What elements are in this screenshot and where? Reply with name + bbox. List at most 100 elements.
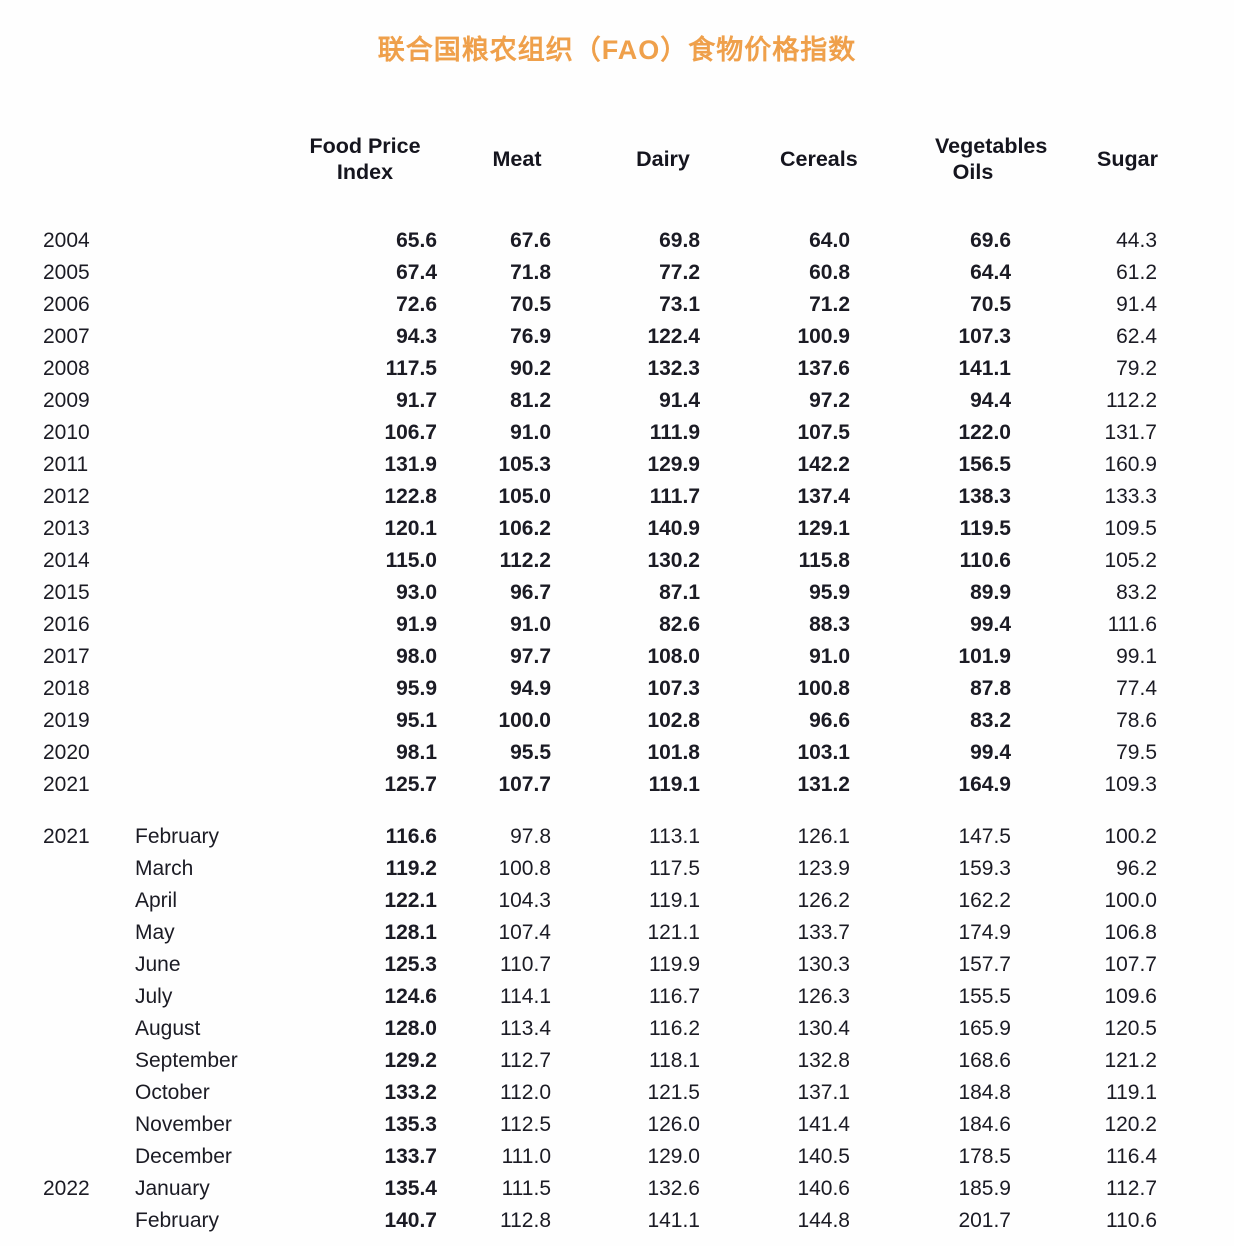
value-cell-dairy: 77.2 bbox=[659, 261, 700, 284]
fao-price-table: Food Price Index Meat Dairy Cereals Vege… bbox=[0, 133, 1234, 1237]
value-cell-vegoils: 141.1 bbox=[958, 357, 1011, 380]
value-cell-dairy: 119.1 bbox=[648, 773, 700, 796]
value-cell-vegoils: 89.9 bbox=[970, 581, 1011, 604]
value-cell-vegoils: 94.4 bbox=[970, 389, 1011, 412]
value-cell-fpi: 91.9 bbox=[396, 613, 437, 636]
value-cell-cereals: 131.2 bbox=[797, 773, 850, 796]
row-right-spacer bbox=[1157, 481, 1234, 513]
value-cell-meat: 112.5 bbox=[500, 1113, 551, 1136]
row-right-spacer bbox=[1157, 449, 1234, 481]
value-cell-dairy: 108.0 bbox=[647, 645, 700, 668]
value-cell-fpi: 120.1 bbox=[384, 517, 437, 540]
year-cell bbox=[0, 981, 135, 1013]
value-cell-meat: 97.7 bbox=[510, 645, 551, 668]
value-cell-cereals: 129.1 bbox=[797, 517, 850, 540]
value-cell-cereals: 140.5 bbox=[797, 1145, 850, 1168]
value-cell-sugar: 44.3 bbox=[1116, 229, 1157, 252]
year-cell: 2020 bbox=[43, 741, 90, 764]
month-cell: February bbox=[135, 1209, 220, 1232]
value-cell-vegoils: 178.5 bbox=[958, 1145, 1011, 1168]
value-cell-sugar: 109.5 bbox=[1104, 517, 1157, 540]
value-cell-vegoils: 168.6 bbox=[958, 1049, 1011, 1072]
value-cell-vegoils: 70.5 bbox=[970, 293, 1011, 316]
value-cell-meat: 113.4 bbox=[500, 1017, 551, 1040]
value-cell-cereals: 130.3 bbox=[797, 953, 850, 976]
value-cell-sugar: 133.3 bbox=[1104, 485, 1157, 508]
value-cell-meat: 94.9 bbox=[510, 677, 551, 700]
month-cell bbox=[135, 417, 265, 449]
value-cell-fpi: 91.7 bbox=[396, 389, 437, 412]
row-right-spacer bbox=[1157, 321, 1234, 353]
value-cell-vegoils: 155.5 bbox=[958, 985, 1011, 1008]
month-cell bbox=[135, 737, 265, 769]
value-cell-sugar: 100.0 bbox=[1104, 889, 1157, 912]
year-cell bbox=[0, 885, 135, 917]
year-cell: 2005 bbox=[43, 261, 90, 284]
value-cell-fpi: 67.4 bbox=[396, 261, 437, 284]
table-row: 2009 91.7 81.2 91.4 97.2 94.4 112.2 bbox=[0, 385, 1234, 417]
value-cell-vegoils: 99.4 bbox=[970, 613, 1011, 636]
value-cell-fpi: 125.7 bbox=[384, 773, 437, 796]
year-cell: 2007 bbox=[43, 325, 90, 348]
row-right-spacer bbox=[1157, 1013, 1234, 1045]
value-cell-meat: 76.9 bbox=[510, 325, 551, 348]
value-cell-fpi: 135.3 bbox=[384, 1113, 437, 1136]
row-right-spacer bbox=[1157, 673, 1234, 705]
year-cell: 2009 bbox=[43, 389, 90, 412]
value-cell-sugar: 131.7 bbox=[1104, 421, 1157, 444]
year-cell: 2014 bbox=[43, 549, 90, 572]
month-cell bbox=[135, 321, 265, 353]
value-cell-cereals: 144.8 bbox=[797, 1209, 850, 1232]
value-cell-fpi: 94.3 bbox=[396, 325, 437, 348]
value-cell-meat: 100.8 bbox=[498, 857, 551, 880]
table-row: March 119.2 100.8 117.5 123.9 159.3 96.2 bbox=[0, 853, 1234, 885]
value-cell-cereals: 115.8 bbox=[798, 549, 850, 572]
value-cell-cereals: 96.6 bbox=[809, 709, 850, 732]
row-right-spacer bbox=[1157, 353, 1234, 385]
month-cell bbox=[135, 289, 265, 321]
month-cell bbox=[135, 257, 265, 289]
month-cell bbox=[135, 449, 265, 481]
value-cell-sugar: 119.1 bbox=[1106, 1081, 1157, 1104]
value-cell-vegoils: 201.7 bbox=[958, 1209, 1011, 1232]
value-cell-meat: 112.8 bbox=[500, 1209, 551, 1232]
value-cell-dairy: 129.9 bbox=[647, 453, 700, 476]
row-right-spacer bbox=[1157, 1109, 1234, 1141]
month-cell: November bbox=[135, 1113, 232, 1136]
value-cell-dairy: 101.8 bbox=[647, 741, 700, 764]
value-cell-vegoils: 147.5 bbox=[958, 825, 1011, 848]
row-right-spacer bbox=[1157, 257, 1234, 289]
value-cell-sugar: 112.7 bbox=[1106, 1177, 1157, 1200]
table-row: 2016 91.9 91.0 82.6 88.3 99.4 111.6 bbox=[0, 609, 1234, 641]
year-cell: 2013 bbox=[43, 517, 90, 540]
month-cell bbox=[135, 385, 265, 417]
value-cell-fpi: 115.0 bbox=[385, 549, 437, 572]
value-cell-fpi: 106.7 bbox=[384, 421, 437, 444]
month-cell bbox=[135, 769, 265, 801]
month-cell: February bbox=[135, 825, 220, 848]
row-right-spacer bbox=[1157, 949, 1234, 981]
value-cell-fpi: 125.3 bbox=[384, 953, 437, 976]
value-cell-dairy: 130.2 bbox=[647, 549, 700, 572]
value-cell-sugar: 106.8 bbox=[1104, 921, 1157, 944]
table-row: 2010 106.7 91.0 111.9 107.5 122.0 131.7 bbox=[0, 417, 1234, 449]
table-row: June 125.3 110.7 119.9 130.3 157.7 107.7 bbox=[0, 949, 1234, 981]
header-right-spacer bbox=[1157, 133, 1234, 225]
value-cell-cereals: 107.5 bbox=[797, 421, 850, 444]
column-header-dairy: Dairy bbox=[636, 147, 690, 171]
row-right-spacer bbox=[1157, 917, 1234, 949]
value-cell-cereals: 91.0 bbox=[809, 645, 850, 668]
table-body: 2004 65.6 67.6 69.8 64.0 69.6 44.3 2005 67.4 71.8… bbox=[0, 225, 1234, 1237]
year-cell bbox=[0, 949, 135, 981]
year-cell: 2019 bbox=[43, 709, 90, 732]
value-cell-dairy: 116.2 bbox=[649, 1017, 700, 1040]
page-title: 联合国粮农组织（FAO）食物价格指数 bbox=[377, 35, 857, 65]
value-cell-vegoils: 87.8 bbox=[970, 677, 1011, 700]
value-cell-sugar: 107.7 bbox=[1104, 953, 1157, 976]
value-cell-cereals: 95.9 bbox=[809, 581, 850, 604]
value-cell-dairy: 141.1 bbox=[647, 1209, 700, 1232]
value-cell-cereals: 103.1 bbox=[797, 741, 850, 764]
value-cell-fpi: 124.6 bbox=[384, 985, 437, 1008]
value-cell-sugar: 96.2 bbox=[1116, 857, 1157, 880]
value-cell-vegoils: 185.9 bbox=[958, 1177, 1011, 1200]
